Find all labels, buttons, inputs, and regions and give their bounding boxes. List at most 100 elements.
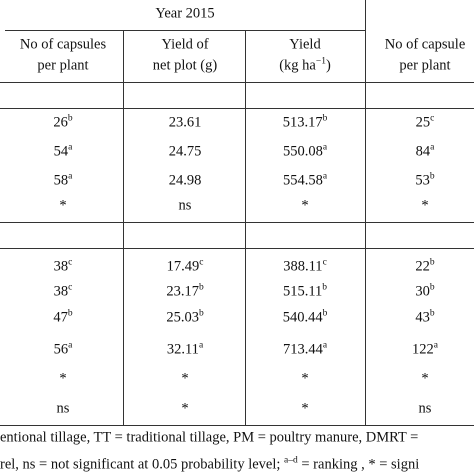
cell-text: 43 — [415, 309, 430, 326]
column-header-text: per plant — [399, 57, 451, 74]
column-header-text: Yield of — [161, 36, 209, 53]
cell-text: 47 — [53, 309, 68, 326]
cell-text: 23.61 — [168, 114, 202, 131]
cell: 58a — [53, 172, 73, 190]
cell: 713.44a — [282, 340, 328, 359]
rule — [0, 108, 474, 109]
column-header: No of capsule — [385, 37, 466, 54]
rule — [245, 30, 246, 425]
column-header-text: net plot (g) — [152, 57, 218, 74]
footnote-text: entional tillage, TT = traditional tilla… — [0, 429, 419, 446]
rule — [0, 82, 474, 83]
footnote: rel, ns = not significant at 0.05 probab… — [0, 455, 420, 474]
cell: 388.11c — [283, 257, 327, 276]
cell: * — [181, 401, 188, 418]
cell-sup: a — [322, 171, 328, 182]
cell-sup: a — [322, 340, 328, 351]
rule — [0, 425, 474, 426]
footnote-sup: a–d — [284, 455, 298, 466]
cell-text: 713.44 — [282, 341, 323, 358]
cell-sup: c — [199, 257, 204, 268]
cell: * — [59, 371, 66, 388]
cell-text: * — [59, 197, 67, 214]
cell-text: 38 — [53, 283, 69, 300]
cell: * — [301, 371, 308, 388]
cell-sup: b — [198, 308, 204, 319]
cell: 25.03b — [166, 308, 204, 327]
column-header: (kg ha−1) — [279, 56, 331, 75]
cell: 84a — [416, 142, 435, 161]
footnote: entional tillage, TT = traditional tilla… — [0, 430, 418, 447]
cell: 30b — [415, 283, 434, 301]
cell: 47b — [53, 308, 73, 327]
cell-text: 22 — [415, 258, 430, 275]
cell-text: 25 — [415, 114, 431, 131]
cell-text: 388.11 — [283, 258, 323, 275]
cell-text: 58 — [53, 172, 69, 189]
cell: ns — [57, 401, 70, 418]
cell: * — [301, 198, 308, 215]
cell-text: ns — [178, 197, 192, 214]
cell-text: 25.03 — [166, 309, 199, 326]
cell: 32.11a — [166, 341, 203, 359]
cell: 43b — [415, 308, 435, 327]
cell-sup: b — [429, 308, 435, 319]
cell-text: ns — [418, 400, 432, 417]
cell: 23.17b — [166, 283, 203, 301]
cell-sup: b — [429, 171, 435, 182]
column-header: Yield — [289, 37, 320, 54]
cell-text: 23.17 — [166, 283, 199, 300]
cell: 24.75 — [169, 144, 202, 161]
cell-sup: a — [68, 142, 73, 153]
cell-text: * — [421, 197, 429, 214]
cell: 122a — [412, 341, 438, 359]
cell-sup: c — [430, 113, 435, 124]
column-header-text: No of capsule — [384, 36, 466, 53]
column-header: net plot (g) — [153, 58, 217, 75]
cell-text: 513.17 — [282, 114, 323, 131]
cell-text: 24.75 — [168, 143, 202, 160]
cell: 38c — [54, 258, 73, 276]
rule — [365, 0, 366, 425]
cell-text: * — [181, 370, 189, 387]
cell-text: 515.11 — [282, 283, 323, 300]
cell-text: 540.44 — [282, 309, 323, 326]
cell-sup: c — [322, 257, 327, 268]
footnote-text: rel, ns = not significant at 0.05 probab… — [0, 456, 285, 473]
cell-sup: b — [67, 308, 73, 319]
cell-text: ns — [56, 400, 70, 417]
cell-sup: b — [322, 308, 328, 319]
cell: 26b — [53, 114, 72, 132]
column-header: per plant — [37, 58, 88, 75]
cell: 550.08a — [283, 143, 327, 161]
cell: 554.58a — [283, 171, 328, 190]
cell: 56a — [54, 340, 73, 359]
cell: * — [421, 198, 428, 215]
cell-sup: b — [322, 282, 328, 293]
cell-sup: a — [430, 142, 435, 153]
cell: 17.49c — [167, 257, 204, 276]
cell: 54a — [53, 142, 73, 161]
cell: 515.11b — [282, 282, 328, 301]
cell: 513.17b — [282, 113, 328, 132]
cell: 540.44b — [282, 308, 328, 327]
cell-text: 54 — [53, 143, 69, 160]
cell: ns — [419, 401, 432, 418]
cell-text: 53 — [415, 172, 430, 189]
rule — [0, 222, 474, 223]
footnote-text: = ranking , * = signi — [297, 456, 420, 473]
column-header-sup: −1 — [315, 56, 326, 67]
cell-sup: b — [322, 113, 328, 124]
cell-text: * — [421, 370, 429, 387]
column-header-text: (kg ha — [279, 57, 316, 74]
cell: 38c — [53, 283, 73, 301]
cell-text: 24.98 — [168, 172, 202, 189]
column-header-text: per plant — [37, 57, 89, 74]
cell: * — [181, 371, 188, 388]
cell: * — [421, 371, 428, 388]
cell-sup: a — [68, 340, 73, 351]
cell-text: 122 — [412, 341, 434, 358]
cell-text: 32.11 — [166, 341, 199, 358]
rule — [0, 248, 474, 249]
